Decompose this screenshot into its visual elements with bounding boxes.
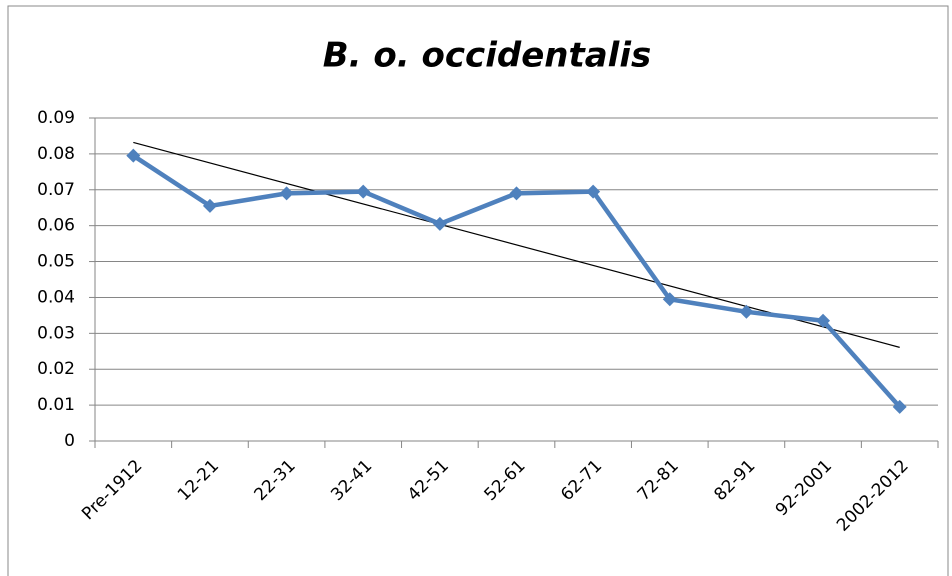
data-marker (279, 186, 294, 201)
data-marker (202, 198, 217, 213)
data-marker (509, 186, 524, 201)
data-marker (662, 292, 677, 307)
y-tick-label: 0.01 (37, 395, 75, 415)
data-marker (126, 148, 141, 163)
data-marker (586, 184, 601, 199)
data-marker (816, 313, 831, 328)
y-tick-label: 0.05 (37, 252, 75, 272)
chart-border (7, 5, 949, 576)
data-marker (356, 184, 371, 199)
y-tick-label: 0 (64, 431, 75, 451)
y-tick-label: 0.09 (37, 108, 75, 128)
data-marker (739, 304, 754, 319)
y-tick-label: 0.02 (37, 359, 75, 379)
data-marker (432, 216, 447, 231)
y-tick-label: 0.03 (37, 323, 75, 343)
chart-title: B. o. occidentalis (323, 36, 651, 76)
y-tick-label: 0.07 (37, 180, 75, 200)
data-marker (892, 399, 907, 414)
y-tick-label: 0.08 (37, 144, 75, 164)
y-tick-label: 0.06 (37, 216, 75, 236)
y-tick-label: 0.04 (37, 287, 75, 307)
